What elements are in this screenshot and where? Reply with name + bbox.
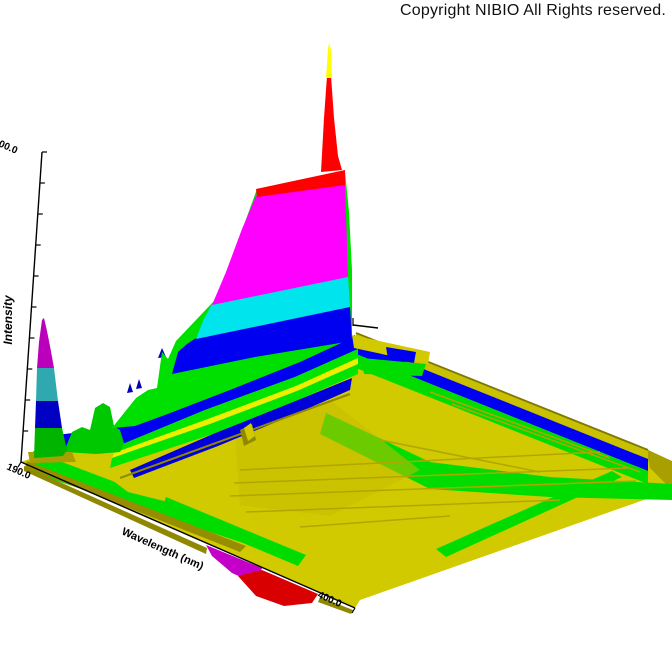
wavelength-tick-190 <box>17 461 22 468</box>
back-blue-stripe <box>356 342 648 471</box>
mountain-magenta <box>212 184 348 305</box>
back-olive-band <box>356 334 648 459</box>
ridge-ext-blue <box>386 347 416 363</box>
ridge-top-green <box>114 349 358 453</box>
time-axis-segment <box>352 324 379 329</box>
spike-yellow-tip <box>326 43 332 78</box>
copyright-text: Copyright NIBIO All Rights reserved. <box>400 2 666 19</box>
left-peak-cyan <box>36 368 58 401</box>
bump-spike-2 <box>136 379 142 389</box>
ridge-ext-green <box>362 358 426 376</box>
tiny-bump-yellow <box>244 423 255 441</box>
dip-red <box>238 570 318 606</box>
left-peak-purple <box>37 318 54 368</box>
bumps-green <box>64 403 124 454</box>
streak-a2 <box>451 403 641 473</box>
left-peak-green <box>34 428 67 458</box>
ridge-front-green <box>110 364 358 468</box>
plateau-shade <box>235 400 420 516</box>
ridge-shadow-line <box>119 393 351 479</box>
mountain-blue <box>172 306 352 374</box>
mountain-cyan <box>196 276 350 339</box>
streak-a1 <box>429 391 611 459</box>
left-peak-blue <box>35 401 62 428</box>
frontleft-olive-band <box>25 461 246 552</box>
bump-spike-1 <box>127 383 133 393</box>
front-green-stripe <box>436 471 622 557</box>
under-axis-olive <box>24 466 207 554</box>
wavelength-tick-400 <box>351 607 356 614</box>
second-green-sliver <box>162 497 306 566</box>
streak-b1 <box>239 451 601 471</box>
under-axis-olive-right <box>318 597 353 614</box>
streak-a3 <box>379 439 541 473</box>
streak-b3 <box>229 480 637 497</box>
ridge-crest-yellow <box>112 358 358 458</box>
intensity-axis-label: Intensity <box>1 294 15 345</box>
intensity-top-tick-label: 00.0 <box>0 139 19 157</box>
side-face-wedge <box>646 449 672 490</box>
wavelength-axis <box>20 461 356 609</box>
ridge-lower-blue <box>130 378 352 478</box>
streak-b4 <box>245 499 561 513</box>
spike-red <box>321 56 342 172</box>
streak-b5 <box>299 515 451 528</box>
mountain-red-band <box>256 170 345 197</box>
streak-b2 <box>233 467 629 484</box>
